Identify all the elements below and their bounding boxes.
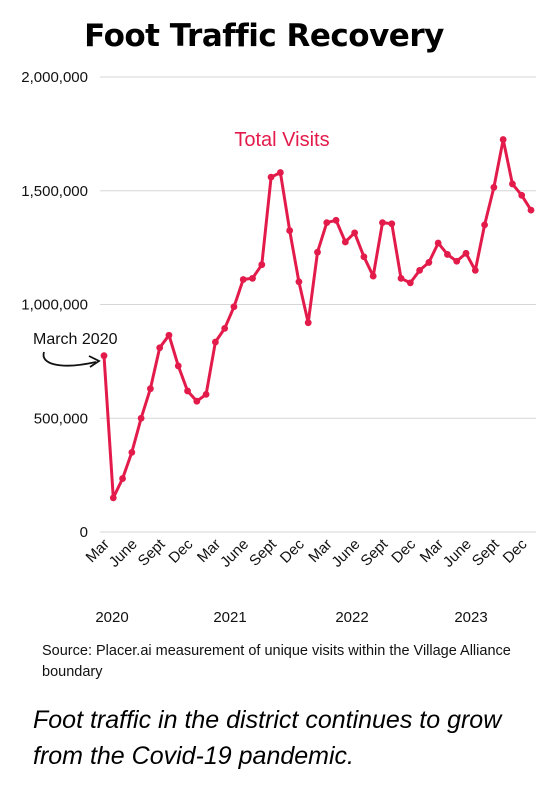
x-tick-label: Sept xyxy=(469,535,503,569)
data-point xyxy=(369,272,377,280)
data-point xyxy=(509,180,516,188)
data-point xyxy=(527,206,535,214)
chart-title: Foot Traffic Recovery xyxy=(84,18,444,54)
x-tick-label: Sept xyxy=(135,535,169,569)
data-point xyxy=(165,331,173,339)
annotation-march-2020: March 2020 xyxy=(33,331,118,348)
data-point xyxy=(267,173,275,181)
data-point xyxy=(444,251,451,258)
y-tick-label: 1,000,000 xyxy=(21,297,88,314)
data-point xyxy=(332,216,340,224)
data-point xyxy=(100,352,108,360)
data-point xyxy=(471,266,479,274)
x-tick-label: Dec xyxy=(500,535,531,566)
data-point xyxy=(518,191,526,199)
series-line-total-visits xyxy=(102,138,533,500)
x-tick-label: Sept xyxy=(246,535,280,569)
y-tick-label: 1,500,000 xyxy=(21,183,88,200)
data-point xyxy=(202,390,210,398)
y-tick-label: 0 xyxy=(80,524,88,541)
data-point xyxy=(221,324,229,332)
year-label: 2023 xyxy=(454,609,487,626)
caption: Foot traffic in the district continues t… xyxy=(33,706,502,770)
x-tick-label: June xyxy=(328,536,363,571)
data-point xyxy=(156,344,164,352)
data-point xyxy=(119,475,126,482)
data-point xyxy=(379,219,386,227)
data-point xyxy=(323,219,331,227)
line-chart: 0 500,000 1,000,000 1,500,000 2,000,000 MarJ… xyxy=(21,69,536,626)
data-point xyxy=(286,227,294,234)
data-point xyxy=(341,238,349,246)
data-point xyxy=(193,397,201,405)
data-point xyxy=(249,274,256,282)
annotation-arrowhead xyxy=(88,355,101,368)
source-note: Source: Placer.ai measurement of unique … xyxy=(42,643,511,680)
data-point xyxy=(137,414,145,422)
data-point xyxy=(397,274,405,282)
data-point xyxy=(490,183,498,191)
y-tick-label: 500,000 xyxy=(34,410,88,427)
data-point xyxy=(388,220,396,228)
data-point xyxy=(230,303,238,311)
y-axis-ticks: 0 500,000 1,000,000 1,500,000 2,000,000 xyxy=(21,69,88,541)
year-label: 2022 xyxy=(335,609,368,626)
year-label: 2021 xyxy=(213,609,246,626)
data-point xyxy=(434,239,442,247)
x-tick-label: June xyxy=(217,536,252,571)
data-point xyxy=(351,229,359,237)
data-point xyxy=(211,338,219,346)
data-point xyxy=(239,276,247,283)
data-point xyxy=(258,261,266,269)
x-axis-ticks: MarJuneSeptDecMarJuneSeptDecMarJuneSeptD… xyxy=(83,535,531,571)
series-label: Total Visits xyxy=(234,129,329,151)
data-point xyxy=(453,257,461,265)
data-point xyxy=(109,494,117,502)
data-point xyxy=(416,266,424,274)
data-point xyxy=(276,169,284,176)
x-tick-label: June xyxy=(106,536,141,571)
year-labels: 2020 2021 2022 2023 xyxy=(95,609,487,626)
data-point xyxy=(360,253,368,261)
x-tick-label: Dec xyxy=(277,535,308,566)
y-tick-label: 2,000,000 xyxy=(21,69,88,86)
data-point xyxy=(499,136,507,143)
year-label: 2020 xyxy=(95,609,128,626)
data-point xyxy=(184,387,191,395)
x-tick-label: Sept xyxy=(357,535,391,569)
data-point xyxy=(314,248,321,256)
data-point xyxy=(128,448,136,456)
x-tick-label: Dec xyxy=(388,535,419,566)
data-point xyxy=(462,249,470,257)
x-tick-label: June xyxy=(440,536,475,571)
data-point xyxy=(425,259,433,266)
data-point xyxy=(406,279,414,287)
x-tick-label: Dec xyxy=(165,535,196,566)
data-point xyxy=(147,385,154,393)
data-point xyxy=(174,362,182,370)
series-points xyxy=(100,136,535,502)
data-point xyxy=(481,221,488,229)
annotation-arrow xyxy=(42,351,97,367)
data-point xyxy=(295,278,303,286)
gridlines xyxy=(100,76,536,533)
data-point xyxy=(304,319,312,327)
